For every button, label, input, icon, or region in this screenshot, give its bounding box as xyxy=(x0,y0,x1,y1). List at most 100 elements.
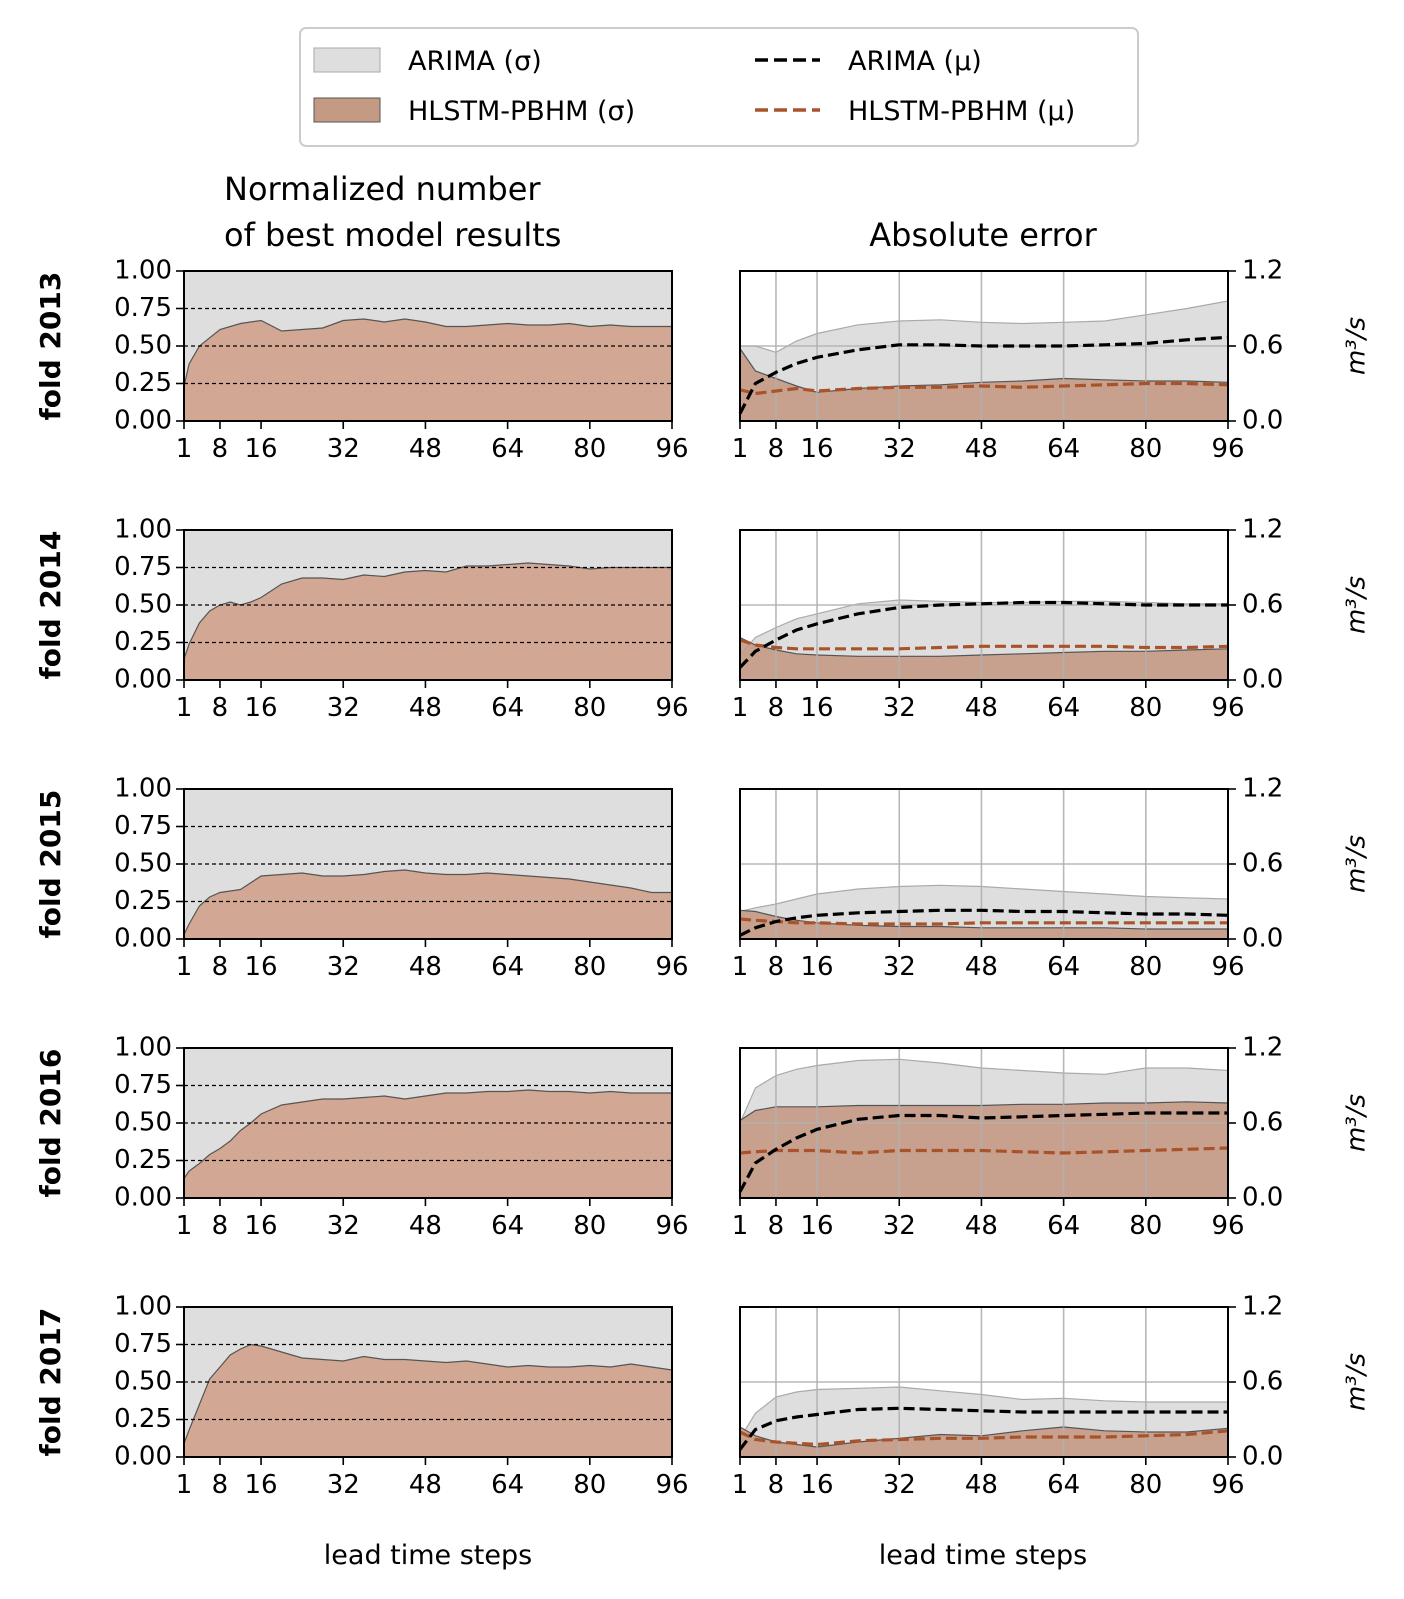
left-y-tick-label: 0.00 xyxy=(114,665,172,695)
right-x-tick-label: 8 xyxy=(768,1211,785,1241)
left-panel: 0.00 0.25 0.50 0.75 1.00 1 8 16 32 48 64 80 96 xyxy=(114,515,688,724)
left-hlstm-edge xyxy=(183,869,672,935)
right-y-tick-label: 0.0 xyxy=(1242,665,1283,695)
left-y-tick-label: 0.00 xyxy=(114,1442,172,1472)
left-y-tick-label: 1.00 xyxy=(114,1292,172,1322)
right-hlstm-mean-line xyxy=(739,1429,1229,1447)
right-hlstm-sigma-edge xyxy=(739,1426,1229,1448)
left-y-tick-label: 0.50 xyxy=(114,331,172,361)
left-hlstm-area xyxy=(184,1090,672,1198)
right-x-tick-label: 80 xyxy=(1129,434,1162,464)
right-x-tick-label: 96 xyxy=(1211,693,1244,723)
right-y-tick-label: 0.6 xyxy=(1242,331,1283,361)
left-x-tick-label: 8 xyxy=(212,1211,229,1241)
right-x-tick-label: 80 xyxy=(1129,1211,1162,1241)
left-x-tick-label: 1 xyxy=(176,952,193,982)
right-panel: 0.0 0.6 1.2 1 8 16 32 48 64 80 96 m³/s xyxy=(732,1033,1372,1242)
right-y-tick-label: 1.2 xyxy=(1242,1292,1283,1322)
left-hlstm-area xyxy=(184,563,672,680)
left-y-tick-label: 0.25 xyxy=(114,1404,172,1434)
right-x-axis-label: lead time steps xyxy=(879,1540,1087,1571)
right-hlstm-mean-line xyxy=(739,381,1229,396)
fold-label: fold 2015 xyxy=(34,790,67,939)
left-y-tick-label: 0.75 xyxy=(114,552,172,582)
right-x-tick-label: 32 xyxy=(883,952,916,982)
left-hlstm-edge xyxy=(183,1089,672,1179)
left-x-tick-label: 8 xyxy=(212,1470,229,1500)
right-y-tick-label: 1.2 xyxy=(1242,1033,1283,1063)
left-y-tick-label: 0.25 xyxy=(114,886,172,916)
right-arima-sigma-edge xyxy=(739,599,1228,656)
left-y-tick-label: 0.00 xyxy=(114,406,172,436)
left-x-tick-label: 64 xyxy=(491,1470,524,1500)
left-x-tick-label: 80 xyxy=(573,693,606,723)
left-y-tick-label: 0.00 xyxy=(114,924,172,954)
right-x-tick-label: 16 xyxy=(801,693,834,723)
left-x-tick-label: 1 xyxy=(176,1211,193,1241)
right-x-tick-label: 32 xyxy=(883,693,916,723)
right-x-tick-label: 8 xyxy=(768,952,785,982)
right-x-tick-label: 16 xyxy=(801,1470,834,1500)
left-panel: 0.00 0.25 0.50 0.75 1.00 1 8 16 32 48 64 80 96 xyxy=(114,1292,688,1501)
right-y-tick-label: 0.0 xyxy=(1242,1442,1283,1472)
left-x-tick-label: 16 xyxy=(245,693,278,723)
left-y-tick-label: 1.00 xyxy=(114,515,172,545)
left-panel: 0.00 0.25 0.50 0.75 1.00 1 8 16 32 48 64 80 96 xyxy=(114,1033,688,1242)
right-y-tick-label: 0.0 xyxy=(1242,924,1283,954)
right-y-tick-label: 1.2 xyxy=(1242,774,1283,804)
left-x-tick-label: 16 xyxy=(245,1211,278,1241)
legend-arima-sigma-label: ARIMA (σ) xyxy=(408,46,542,77)
left-x-tick-label: 8 xyxy=(212,952,229,982)
left-x-tick-label: 16 xyxy=(245,1470,278,1500)
right-x-tick-label: 80 xyxy=(1129,1470,1162,1500)
right-x-tick-label: 16 xyxy=(801,952,834,982)
left-column-title-line2: of best model results xyxy=(224,216,561,254)
left-x-tick-label: 32 xyxy=(327,693,360,723)
right-panel: 0.0 0.6 1.2 1 8 16 32 48 64 80 96 m³/s xyxy=(732,1292,1372,1501)
right-y-tick-label: 0.6 xyxy=(1242,1367,1283,1397)
right-hlstm-sigma-edge xyxy=(739,636,1229,657)
right-x-tick-label: 1 xyxy=(732,1211,749,1241)
left-y-tick-label: 0.75 xyxy=(114,1329,172,1359)
right-y-unit-label: m³/s xyxy=(1342,576,1372,634)
right-arima-sigma-edge xyxy=(740,300,1229,353)
right-x-tick-label: 1 xyxy=(732,952,749,982)
left-y-tick-label: 1.00 xyxy=(114,774,172,804)
right-hlstm-sigma-band xyxy=(740,637,1228,680)
legend-arima-sigma-swatch xyxy=(313,47,381,73)
right-x-tick-label: 64 xyxy=(1047,952,1080,982)
left-x-tick-label: 16 xyxy=(245,952,278,982)
left-x-tick-label: 64 xyxy=(491,434,524,464)
right-x-tick-label: 48 xyxy=(965,693,998,723)
left-x-tick-label: 32 xyxy=(327,1211,360,1241)
left-x-tick-label: 80 xyxy=(573,1211,606,1241)
right-arima-sigma-edge xyxy=(739,884,1229,913)
right-hlstm-mean-line xyxy=(739,1146,1229,1155)
right-hlstm-mean-line xyxy=(739,917,1228,926)
right-x-tick-label: 96 xyxy=(1211,434,1244,464)
left-x-tick-label: 96 xyxy=(655,952,688,982)
right-arima-mean-line xyxy=(738,1111,1228,1193)
right-x-tick-label: 64 xyxy=(1047,1470,1080,1500)
left-y-tick-label: 0.25 xyxy=(114,627,172,657)
left-y-tick-label: 0.25 xyxy=(114,368,172,398)
legend-hlstm-mean-label: HLSTM-PBHM (μ) xyxy=(848,96,1075,127)
legend-arima-mean-label: ARIMA (μ) xyxy=(848,46,982,77)
right-y-unit-label: m³/s xyxy=(1342,317,1372,375)
legend-frame xyxy=(299,27,1139,147)
right-x-tick-label: 1 xyxy=(732,434,749,464)
right-x-tick-label: 8 xyxy=(768,693,785,723)
left-y-tick-label: 0.75 xyxy=(114,811,172,841)
right-hlstm-sigma-edge xyxy=(739,348,1229,393)
left-x-tick-label: 80 xyxy=(573,434,606,464)
left-y-tick-label: 0.50 xyxy=(114,849,172,879)
legend-hlstm-sigma-label: HLSTM-PBHM (σ) xyxy=(408,96,635,127)
right-x-tick-label: 8 xyxy=(768,434,785,464)
left-x-tick-label: 32 xyxy=(327,952,360,982)
right-panel: 0.0 0.6 1.2 1 8 16 32 48 64 80 96 m³/s xyxy=(732,515,1372,724)
right-x-tick-label: 96 xyxy=(1211,952,1244,982)
left-hlstm-area xyxy=(184,1344,672,1457)
right-x-tick-label: 16 xyxy=(801,434,834,464)
